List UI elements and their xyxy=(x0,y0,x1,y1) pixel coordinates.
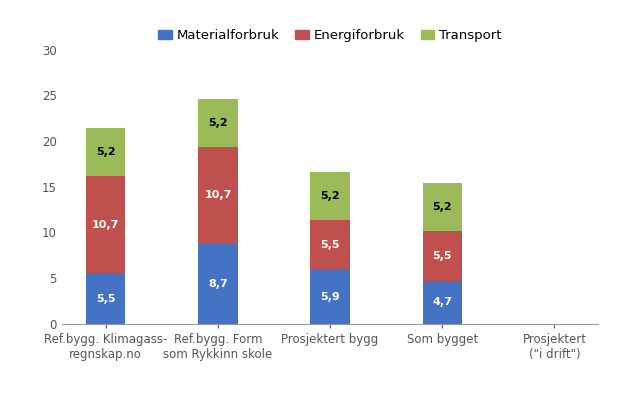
Text: 5,2: 5,2 xyxy=(320,191,340,201)
Text: 10,7: 10,7 xyxy=(92,220,120,229)
Text: 5,5: 5,5 xyxy=(433,251,452,261)
Bar xyxy=(310,220,350,270)
Text: 5,9: 5,9 xyxy=(320,292,340,302)
Bar xyxy=(198,146,238,244)
Bar xyxy=(86,273,125,324)
Text: 5,2: 5,2 xyxy=(96,147,115,157)
Text: 5,2: 5,2 xyxy=(433,202,452,212)
Text: 8,7: 8,7 xyxy=(208,279,228,289)
Text: 4,7: 4,7 xyxy=(433,297,452,307)
Legend: Materialforbruk, Energiforbruk, Transport: Materialforbruk, Energiforbruk, Transpor… xyxy=(153,24,507,47)
Text: 10,7: 10,7 xyxy=(204,190,231,200)
Bar xyxy=(86,176,125,273)
Text: 5,5: 5,5 xyxy=(96,293,115,304)
Bar xyxy=(423,281,462,324)
Bar xyxy=(198,244,238,324)
Bar xyxy=(310,270,350,324)
Bar xyxy=(198,99,238,146)
Text: 5,2: 5,2 xyxy=(208,118,228,128)
Bar xyxy=(310,172,350,220)
Bar xyxy=(86,128,125,176)
Bar xyxy=(423,183,462,231)
Bar xyxy=(423,231,462,281)
Text: 5,5: 5,5 xyxy=(320,240,340,250)
